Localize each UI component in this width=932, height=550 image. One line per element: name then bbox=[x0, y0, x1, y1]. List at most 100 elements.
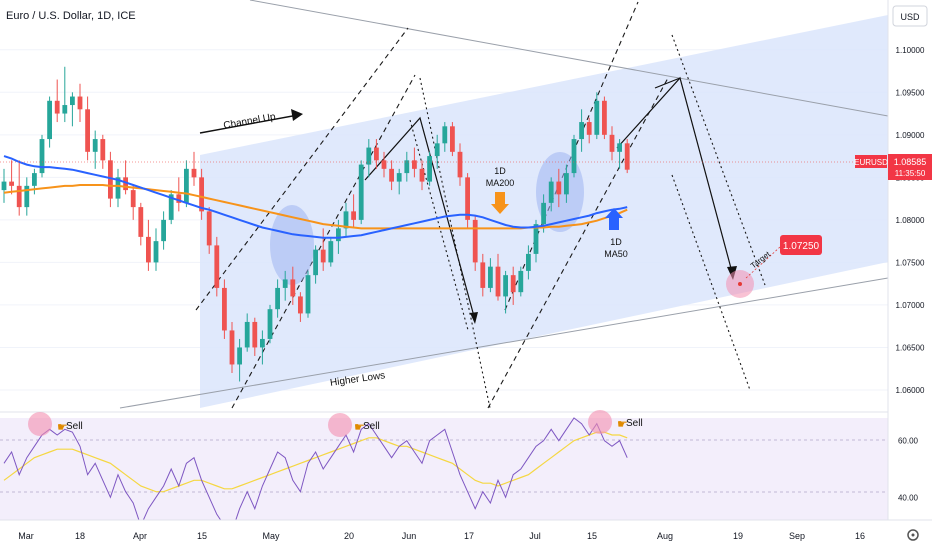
target-badge bbox=[780, 235, 822, 255]
candle-up bbox=[275, 287, 280, 310]
candle-up bbox=[579, 122, 584, 140]
time-tick-label: 19 bbox=[733, 531, 743, 541]
price-tick-label: 1.07500 bbox=[896, 258, 925, 267]
candle-down bbox=[16, 185, 22, 208]
rsi-ma-line bbox=[3, 431, 628, 493]
candle-up bbox=[571, 139, 577, 174]
sell-marker-2: ☛ Sell bbox=[328, 413, 380, 437]
candle-down bbox=[389, 168, 394, 182]
time-tick-label: 18 bbox=[75, 531, 85, 541]
candle-up bbox=[305, 275, 311, 314]
sell-label: Sell bbox=[626, 418, 643, 429]
candle-up bbox=[526, 253, 531, 271]
time-tick-label: 17 bbox=[464, 531, 474, 541]
sell-label: Sell bbox=[66, 421, 83, 432]
currency-box[interactable] bbox=[892, 5, 928, 27]
candle-up bbox=[39, 139, 45, 174]
peak-connector bbox=[654, 77, 681, 89]
candle-up bbox=[343, 211, 349, 229]
dotted-channels bbox=[409, 34, 766, 409]
price-tick-label: 1.10000 bbox=[896, 46, 925, 55]
ma200-label-1d: 1D bbox=[494, 166, 506, 176]
price-badge-countdown: 11:35:50 bbox=[895, 169, 926, 178]
rsi-tick-label: 40.00 bbox=[898, 493, 919, 502]
rsi-axis-ticks: 60.00 40.00 bbox=[898, 437, 919, 503]
price-badge-symbol-text: EURUSD bbox=[854, 158, 888, 167]
time-tick-label: Apr bbox=[133, 531, 147, 541]
candle-up bbox=[533, 224, 539, 254]
price-badge-price: 1.08585 bbox=[894, 157, 927, 167]
candle-down bbox=[465, 177, 470, 220]
higher-lows-trendline bbox=[119, 277, 889, 409]
candle-up bbox=[161, 219, 166, 242]
candle-down bbox=[138, 207, 144, 237]
ma50-arrow-icon bbox=[605, 208, 623, 230]
candle-up bbox=[237, 347, 242, 365]
candle-down bbox=[146, 236, 151, 263]
candle-down bbox=[381, 160, 387, 169]
price-tick-label: 1.09000 bbox=[896, 131, 925, 140]
candle-down bbox=[450, 126, 455, 152]
candle-down bbox=[252, 321, 258, 348]
sell-hand-icon: ☛ bbox=[354, 420, 365, 434]
candle-down bbox=[199, 177, 204, 212]
sell-marker-1: ☛ Sell bbox=[28, 412, 83, 436]
candle-up bbox=[47, 100, 52, 140]
candle-up bbox=[404, 160, 410, 174]
candle-up bbox=[115, 177, 121, 199]
candle-up bbox=[24, 185, 30, 208]
price-tick-label: 1.08000 bbox=[896, 216, 925, 225]
candle-down bbox=[472, 219, 478, 263]
candle-down bbox=[229, 330, 235, 365]
candle-up bbox=[358, 164, 364, 220]
candle-down bbox=[374, 147, 379, 161]
ma50-label-1d: 1D bbox=[610, 237, 622, 247]
candle-down bbox=[222, 287, 227, 331]
candle-down bbox=[480, 262, 486, 288]
target-dot bbox=[738, 282, 742, 286]
sell-label: Sell bbox=[363, 421, 380, 432]
candle-up bbox=[548, 181, 554, 203]
candle-up bbox=[153, 241, 159, 263]
settings-gear-icon[interactable] bbox=[907, 529, 919, 541]
candle-down bbox=[77, 96, 83, 110]
candle-down bbox=[176, 194, 182, 203]
candle-down bbox=[214, 245, 220, 288]
candle-up bbox=[62, 105, 68, 114]
candle-up bbox=[1, 181, 7, 191]
pattern-line-june bbox=[364, 116, 476, 321]
time-axis[interactable] bbox=[0, 520, 932, 550]
candle-up bbox=[503, 275, 508, 297]
sell-hand-icon: ☛ bbox=[57, 420, 68, 434]
candle-down bbox=[100, 139, 106, 161]
candle-up bbox=[564, 173, 569, 195]
rsi-line bbox=[3, 417, 628, 533]
price-axis[interactable] bbox=[888, 0, 932, 520]
ma200-label: MA200 bbox=[486, 178, 515, 188]
rsi-tick-label: 60.00 bbox=[898, 437, 919, 446]
symbol-tag bbox=[855, 155, 887, 168]
chart-title: Euro / U.S. Dollar, 1D, ICE bbox=[6, 10, 136, 22]
candle-up bbox=[336, 228, 341, 242]
candle-up bbox=[488, 266, 493, 288]
price-tick-label: 1.07000 bbox=[896, 301, 925, 310]
candle-up bbox=[92, 139, 98, 152]
candle-down bbox=[495, 266, 501, 297]
candle-up bbox=[541, 202, 546, 225]
price-tick-label: 1.06000 bbox=[896, 386, 925, 395]
candle-up bbox=[282, 279, 288, 288]
price-tick-label: 1.09500 bbox=[896, 88, 925, 97]
candles-layer bbox=[1, 66, 630, 382]
candle-down bbox=[123, 177, 128, 191]
candle-down bbox=[320, 249, 326, 263]
candle-up bbox=[244, 321, 250, 348]
candle-up bbox=[617, 143, 622, 152]
target-badge-price: 1.07250 bbox=[783, 241, 820, 252]
candle-up bbox=[434, 143, 440, 157]
candle-up bbox=[70, 96, 75, 106]
time-tick-label: May bbox=[262, 531, 280, 541]
candle-up bbox=[396, 173, 402, 182]
time-tick-label: 16 bbox=[855, 531, 865, 541]
ma200-arrow-icon bbox=[491, 192, 509, 214]
